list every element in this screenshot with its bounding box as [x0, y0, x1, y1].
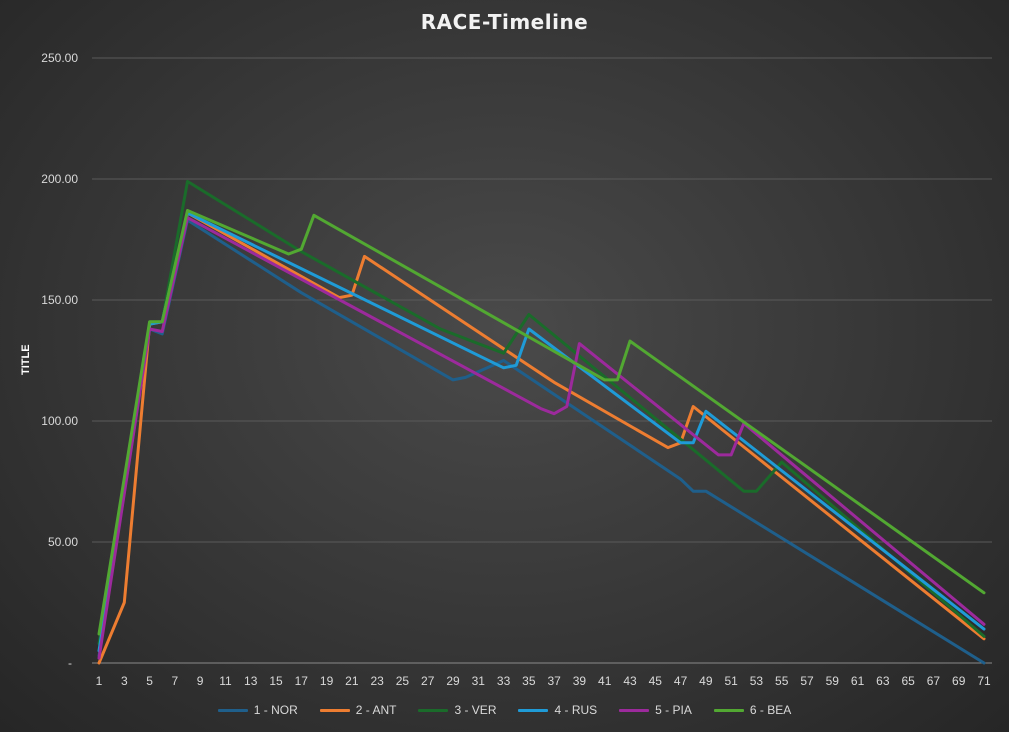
- x-tick-label: 41: [598, 674, 612, 688]
- x-tick-label: 67: [927, 674, 941, 688]
- x-tick-label: 43: [623, 674, 637, 688]
- y-tick-label: 150.00: [41, 293, 78, 307]
- legend-swatch: [319, 708, 350, 712]
- series-line: [97, 211, 986, 665]
- legend-item: 2 - ANT: [319, 703, 397, 717]
- series-line: [97, 179, 986, 646]
- x-tick-label: 39: [573, 674, 587, 688]
- x-tick-label: 27: [421, 674, 435, 688]
- y-tick-label: 250.00: [41, 51, 78, 65]
- x-tick-label: 61: [851, 674, 865, 688]
- x-tick-label: 1: [96, 674, 103, 688]
- legend-swatch: [713, 708, 744, 712]
- chart-title: RACE-Timeline: [420, 10, 589, 34]
- series-line: [97, 209, 986, 636]
- series-lines: [97, 179, 986, 665]
- legend-swatch: [619, 708, 650, 712]
- x-tick-label: 45: [649, 674, 663, 688]
- x-tick-label: 25: [396, 674, 410, 688]
- legend: 1 - NOR 2 - ANT 3 - VER 4 - RUS 5 - PIA 6 - B…: [0, 703, 1009, 717]
- y-tick-label: 200.00: [41, 172, 78, 186]
- x-tick-label: 13: [244, 674, 258, 688]
- x-tick-label: 9: [197, 674, 204, 688]
- gridlines: [92, 57, 992, 664]
- x-tick-label: 35: [522, 674, 536, 688]
- series-line: [97, 216, 986, 660]
- x-tick-label: 3: [121, 674, 128, 688]
- x-tick-label: 5: [146, 674, 153, 688]
- x-tick-label: 19: [320, 674, 334, 688]
- legend-label: 4 - RUS: [554, 703, 598, 717]
- x-tick-label: 7: [172, 674, 179, 688]
- x-tick-label: 37: [547, 674, 561, 688]
- x-tick-label: 65: [901, 674, 915, 688]
- x-tick-label: 53: [750, 674, 764, 688]
- y-tick-label: 50.00: [48, 535, 78, 549]
- legend-item: 5 - PIA: [619, 703, 692, 717]
- legend-label: 5 - PIA: [655, 703, 692, 717]
- x-tick-label: 51: [724, 674, 738, 688]
- y-tick-labels: - 50.00 100.00 150.00 200.00 250.00: [41, 51, 78, 670]
- x-tick-label: 49: [699, 674, 713, 688]
- x-tick-label: 55: [775, 674, 789, 688]
- x-tick-label: 31: [472, 674, 486, 688]
- legend-swatch: [418, 708, 449, 712]
- x-tick-label: 29: [446, 674, 460, 688]
- legend-label: 1 - NOR: [253, 703, 298, 717]
- legend-item: 3 - VER: [418, 703, 496, 717]
- legend-swatch: [217, 708, 248, 712]
- legend-label: 6 - BEA: [749, 703, 792, 717]
- x-tick-label: 63: [876, 674, 890, 688]
- y-tick-label: -: [68, 656, 72, 670]
- x-tick-label: 21: [345, 674, 359, 688]
- legend-item: 6 - BEA: [713, 703, 792, 717]
- legend-label: 2 - ANT: [355, 703, 397, 717]
- x-tick-labels: 1 3 5 7 9 11 13 15 17 19 21 23 25 27 29 31 33 35 37 39 41 43 4…: [96, 674, 991, 688]
- x-tick-label: 11: [219, 674, 232, 688]
- x-tick-label: 59: [826, 674, 840, 688]
- legend-swatch: [518, 708, 549, 712]
- legend-item: 4 - RUS: [518, 703, 597, 717]
- x-tick-label: 71: [977, 674, 991, 688]
- x-tick-label: 17: [295, 674, 309, 688]
- legend-label: 3 - VER: [454, 703, 497, 717]
- series-line: [97, 211, 986, 653]
- y-tick-label: 100.00: [41, 414, 78, 428]
- series-line: [97, 218, 986, 665]
- x-tick-label: 23: [370, 674, 384, 688]
- x-tick-label: 69: [952, 674, 966, 688]
- x-tick-label: 33: [497, 674, 511, 688]
- x-tick-label: 47: [674, 674, 688, 688]
- x-tick-label: 15: [269, 674, 283, 688]
- x-tick-label: 57: [800, 674, 814, 688]
- legend-item: 1 - NOR: [217, 703, 298, 717]
